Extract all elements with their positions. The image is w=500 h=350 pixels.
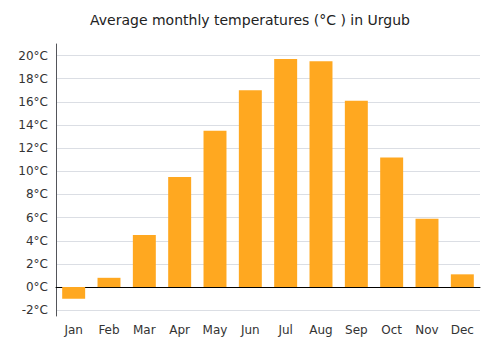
svg-text:20°C: 20°C (18, 49, 48, 63)
svg-text:Apr: Apr (169, 323, 190, 337)
svg-text:2°C: 2°C (26, 257, 48, 271)
svg-text:6°C: 6°C (26, 211, 48, 225)
svg-text:-2°C: -2°C (22, 303, 48, 317)
svg-text:Jun: Jun (240, 323, 260, 337)
svg-text:0°C: 0°C (26, 280, 48, 294)
svg-text:Dec: Dec (451, 323, 474, 337)
svg-text:14°C: 14°C (18, 118, 48, 132)
svg-text:10°C: 10°C (18, 164, 48, 178)
svg-text:Mar: Mar (133, 323, 156, 337)
svg-text:Jan: Jan (63, 323, 83, 337)
svg-text:18°C: 18°C (18, 72, 48, 86)
svg-text:Sep: Sep (345, 323, 368, 337)
svg-text:12°C: 12°C (18, 141, 48, 155)
svg-text:Oct: Oct (381, 323, 402, 337)
svg-text:4°C: 4°C (26, 234, 48, 248)
svg-text:May: May (203, 323, 228, 337)
svg-text:Nov: Nov (415, 323, 438, 337)
svg-text:Aug: Aug (309, 323, 332, 337)
svg-text:Average monthly temperatures (: Average monthly temperatures (°C ) in Ur… (90, 12, 410, 28)
svg-text:8°C: 8°C (26, 187, 48, 201)
svg-text:Jul: Jul (277, 323, 292, 337)
svg-text:Feb: Feb (98, 323, 119, 337)
svg-text:16°C: 16°C (18, 95, 48, 109)
